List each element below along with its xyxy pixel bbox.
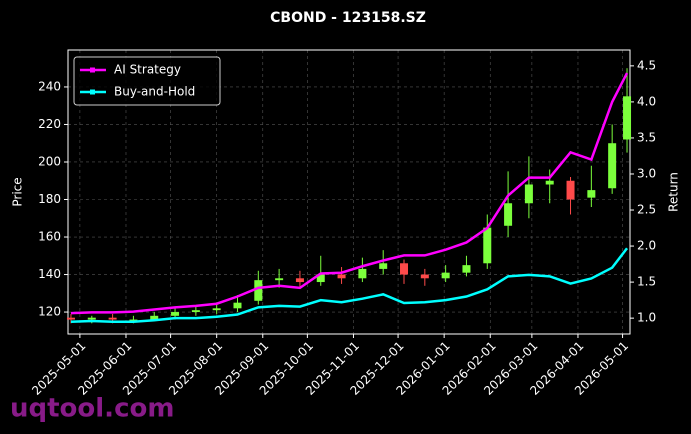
legend-label: Buy-and-Hold [114, 85, 195, 99]
y2-tick-label: 1.5 [637, 275, 656, 289]
line-series [70, 247, 629, 323]
candle-body [504, 203, 513, 226]
y-tick-label: 200 [38, 154, 61, 168]
candle-body [587, 190, 596, 198]
candle-body [66, 317, 75, 320]
y-tick-label: 220 [38, 117, 61, 131]
y2-axis-label: Return [667, 172, 681, 212]
y-tick-label: 120 [38, 305, 61, 319]
y2-tick-label: 1.0 [637, 311, 656, 325]
candle-body [171, 312, 180, 316]
candle-body [400, 263, 409, 275]
legend-box [73, 56, 221, 106]
y2-tick-label: 4.0 [637, 94, 656, 108]
y-tick-label: 160 [38, 230, 61, 244]
candle-body [623, 96, 632, 140]
legend-marker [90, 89, 95, 95]
candle-body [441, 272, 450, 279]
legend-marker [90, 67, 95, 73]
candle-body [191, 310, 200, 313]
candle-body [566, 180, 575, 200]
candle-body [483, 227, 492, 264]
candle-body [545, 180, 554, 185]
candle-body [233, 302, 242, 309]
candle-body [108, 317, 117, 320]
candle-body [524, 184, 533, 204]
candle-body [379, 263, 388, 269]
y-tick-label: 180 [38, 192, 61, 206]
candle-body [275, 278, 284, 281]
y-tick-label: 240 [38, 79, 61, 93]
line-series [70, 72, 629, 315]
candle-body [129, 319, 138, 321]
candle-body [337, 274, 346, 279]
candle-body [462, 265, 471, 273]
y-tick-label: 140 [38, 267, 61, 281]
candle-body [608, 143, 617, 189]
candle-body [150, 315, 159, 320]
chart-title: CBOND - 123158.SZ [270, 10, 426, 26]
candle-body [316, 274, 325, 283]
y2-tick-label: 4.5 [637, 58, 656, 72]
candle-body [212, 308, 221, 311]
y2-tick-label: 3.5 [637, 130, 656, 144]
candle-body [420, 274, 429, 279]
y-axis-label: Price [11, 177, 25, 206]
candle-body [254, 280, 263, 301]
legend-label: AI Strategy [114, 63, 181, 77]
candle-body [87, 317, 96, 320]
y2-tick-label: 2.0 [637, 239, 656, 253]
candle-body [295, 278, 304, 283]
y2-tick-label: 3.0 [637, 166, 656, 180]
plot-frame [67, 49, 631, 335]
watermark: uqtool.com [10, 394, 174, 424]
candle-body [358, 268, 367, 279]
y2-tick-label: 2.5 [637, 203, 656, 217]
